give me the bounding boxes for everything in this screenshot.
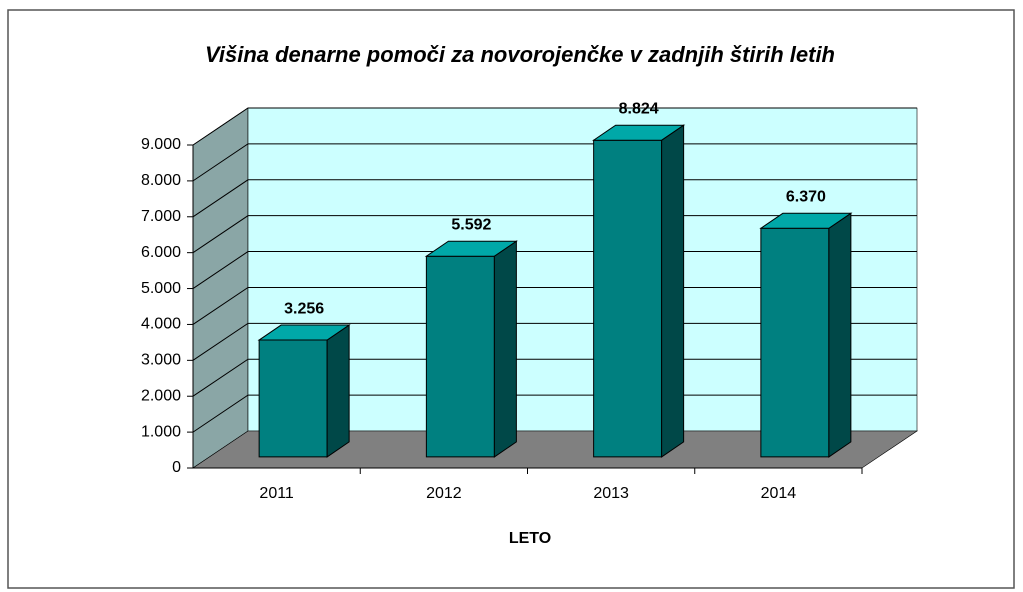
x-tick-label: 2012 [426, 485, 462, 502]
grid-line [192, 322, 917, 361]
grid-line [192, 286, 917, 325]
chart-title: Višina denarne pomoči za novorojenčke v … [205, 42, 835, 67]
bar-front [425, 255, 495, 458]
value-label: 6.370 [786, 189, 826, 206]
bar-front [760, 227, 830, 458]
bar [592, 124, 686, 458]
y-tick-label: 2.000 [141, 387, 181, 404]
bar-front [593, 139, 663, 458]
bar-side [828, 212, 852, 458]
x-tick-label: 2013 [593, 485, 629, 502]
bar-front [258, 339, 328, 458]
grid-line [192, 394, 917, 433]
bar-top [257, 324, 351, 341]
value-label: 3.256 [284, 300, 324, 317]
bar-top [759, 212, 853, 229]
bar-top [424, 240, 518, 257]
x-tick-label: 2014 [761, 485, 797, 502]
y-tick-label: 8.000 [141, 172, 181, 189]
y-tick-label: 5.000 [141, 280, 181, 297]
grid-line [192, 215, 917, 254]
bar [257, 324, 351, 458]
x-tick-label: 2011 [259, 485, 294, 502]
y-tick-label: 7.000 [141, 208, 181, 225]
grid-line [192, 107, 917, 146]
y-tick-label: 1.000 [141, 423, 181, 440]
grid-line [192, 358, 917, 397]
value-label: 5.592 [451, 216, 491, 233]
x-axis-title: LETO [509, 530, 551, 547]
y-tick-label: 6.000 [141, 244, 181, 261]
grid-line [192, 179, 917, 218]
bar-top [592, 124, 686, 141]
bar-side [661, 124, 685, 458]
y-tick-label: 4.000 [141, 316, 181, 333]
bar-side [326, 324, 350, 458]
value-label: 8.824 [619, 100, 659, 117]
y-tick-label: 3.000 [141, 352, 181, 369]
bar [759, 212, 853, 458]
bar-side [493, 240, 517, 458]
y-tick-label: 9.000 [141, 136, 181, 153]
grid-line [192, 143, 917, 182]
y-tick-label: 0 [172, 459, 181, 476]
grid-line [192, 251, 917, 289]
bar [424, 240, 518, 458]
